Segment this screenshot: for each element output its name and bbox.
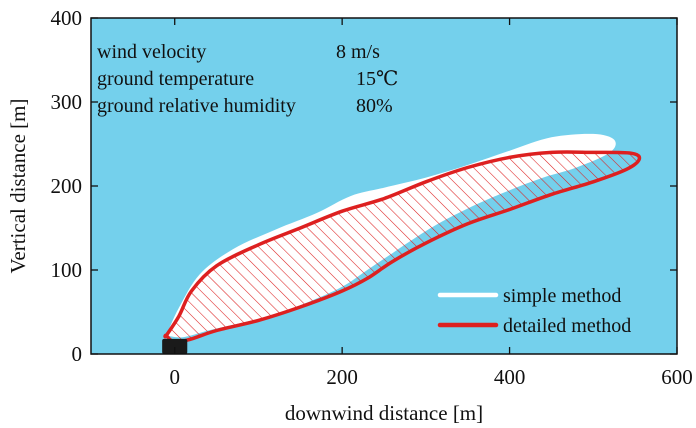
- annotation-label: ground temperature: [97, 68, 254, 90]
- annotation-value: 8 m/s: [336, 41, 380, 63]
- y-tick-label: 400: [51, 6, 83, 30]
- annotation-value: 80%: [356, 95, 393, 117]
- x-tick-label: 600: [661, 365, 693, 389]
- y-axis-label: Vertical distance [m]: [6, 99, 30, 274]
- y-tick-label: 0: [72, 342, 83, 366]
- x-tick-label: 400: [494, 365, 526, 389]
- x-axis-label: downwind distance [m]: [285, 401, 483, 425]
- y-tick-label: 100: [51, 258, 83, 282]
- x-tick-label: 200: [326, 365, 358, 389]
- source-marker: [162, 338, 188, 354]
- annotation-value: 15℃: [356, 68, 398, 90]
- annotation-label: ground relative humidity: [97, 95, 296, 117]
- y-tick-label: 200: [51, 174, 83, 198]
- legend-label: simple method: [503, 285, 621, 307]
- detailed-method-area: [163, 150, 642, 345]
- y-tick-label: 300: [51, 90, 83, 114]
- legend-label: detailed method: [503, 315, 631, 337]
- x-tick-label: 0: [169, 365, 180, 389]
- annotation-label: wind velocity: [97, 41, 206, 63]
